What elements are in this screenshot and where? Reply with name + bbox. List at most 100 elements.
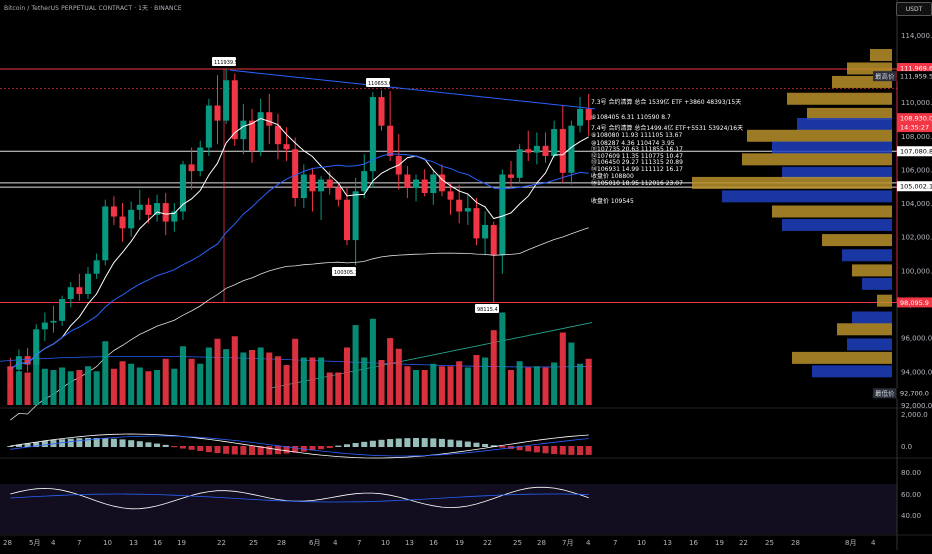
- price-axis-label: 102,000.0: [901, 234, 932, 242]
- macd-bar: [387, 439, 394, 447]
- macd-bar: [188, 446, 195, 450]
- macd-bar: [542, 446, 549, 454]
- volume-bar: [300, 357, 307, 405]
- candle-body: [482, 224, 489, 239]
- price-tag-bg: [897, 122, 932, 133]
- price-tag-text: 111,959.5: [900, 73, 932, 81]
- volume-bar: [188, 358, 195, 405]
- candle-body: [128, 209, 135, 229]
- price-tag: 108,930.0: [897, 113, 932, 124]
- macd-bar: [516, 446, 523, 451]
- candle-body: [119, 216, 126, 229]
- macd-bar: [59, 439, 66, 447]
- volume-bar: [84, 366, 92, 405]
- volume-bar: [525, 367, 532, 405]
- time-axis-label: 28: [277, 539, 286, 547]
- currency-button[interactable]: USDT: [896, 2, 932, 16]
- price-axis-label: 108,000.0: [901, 133, 932, 141]
- volume-profile-bar: [792, 351, 892, 364]
- time-axis-label: 25: [513, 539, 522, 547]
- price-tag-label-bg: [873, 388, 896, 399]
- macd-bar: [145, 442, 152, 447]
- macd-bar: [102, 438, 109, 447]
- macd-bar: [326, 446, 333, 448]
- macd-bar: [292, 446, 299, 453]
- volume-profile-bar: [812, 365, 892, 378]
- price-tag-label-bg: [873, 71, 896, 82]
- candle-body: [188, 164, 195, 172]
- price-tag-bg: [897, 181, 932, 192]
- macd-bar: [205, 446, 212, 453]
- macd-bar: [171, 446, 178, 448]
- volume-bar: [309, 357, 316, 405]
- time-axis-label: 16: [153, 539, 162, 547]
- candle-body: [438, 174, 445, 192]
- candle-body: [223, 80, 230, 121]
- macd-line: [10, 433, 589, 459]
- macd-bar: [482, 443, 489, 447]
- macd-bar: [369, 440, 376, 447]
- macd-bar: [24, 443, 31, 447]
- volume-bar: [413, 370, 420, 405]
- macd-signal-line: [10, 435, 589, 457]
- price-tag-text: 111,969.6: [900, 64, 932, 72]
- annotation-text: 7.4号 合约清算 总合1499.4亿 ETF+5531 53924/16天: [591, 124, 743, 132]
- candle-body: [171, 211, 178, 222]
- volume-profile-bar: [722, 190, 892, 203]
- candle-body: [266, 112, 273, 126]
- candle-body: [93, 260, 100, 274]
- macd-bar: [395, 438, 402, 447]
- volume-profile-bar: [852, 264, 892, 277]
- volume-bar: [464, 367, 471, 405]
- rsi-axis-label: 80.00: [901, 469, 921, 477]
- volume-bar: [110, 368, 117, 405]
- time-axis-label: 10: [381, 539, 390, 547]
- macd-bar: [41, 441, 48, 447]
- volume-bar: [318, 357, 325, 405]
- candle-body: [67, 287, 74, 299]
- volume-bar: [266, 352, 273, 405]
- price-axis-label: 96,000.0: [901, 335, 932, 343]
- macd-bar: [430, 438, 437, 447]
- volume-bar: [343, 347, 350, 405]
- price-tag: 111,959.5 最高价: [873, 71, 932, 82]
- candle-body: [352, 191, 359, 241]
- volume-bar: [490, 330, 497, 405]
- volume-bar: [59, 367, 66, 405]
- price-axis-label: 110,000.0: [901, 99, 932, 107]
- candle-body: [533, 145, 540, 153]
- candle-body: [430, 174, 437, 193]
- volume-profile-bar: [807, 107, 892, 120]
- volume-profile-bar: [772, 205, 892, 218]
- candle-body: [309, 174, 316, 192]
- volume-bar: [335, 372, 342, 405]
- time-axis-label: 10: [637, 539, 646, 547]
- candle-body: [568, 125, 575, 173]
- time-axis-label: 13: [405, 539, 414, 547]
- candle-body: [326, 179, 333, 188]
- volume-bar: [585, 358, 592, 405]
- macd-bar: [577, 446, 584, 455]
- volume-profile-bar: [847, 338, 892, 351]
- candle-body: [50, 320, 57, 323]
- macd-bar: [119, 439, 126, 447]
- volume-bar: [119, 361, 126, 405]
- volume-bar: [404, 366, 411, 405]
- candle-body: [24, 356, 31, 365]
- macd-bar: [266, 446, 273, 455]
- annotation-text: 收盘价 109545: [591, 197, 634, 205]
- macd-bar: [309, 446, 316, 451]
- candle-body: [110, 206, 117, 217]
- candle-body: [499, 174, 506, 256]
- volume-bar: [162, 358, 169, 405]
- time-axis-label: 25: [249, 539, 258, 547]
- volume-bar: [179, 346, 186, 405]
- macd-bar: [533, 446, 540, 453]
- candle-body: [542, 145, 549, 156]
- price-tag: 92,700.0 最低价: [873, 388, 932, 399]
- candle-body: [231, 80, 238, 140]
- macd-bar: [568, 446, 575, 455]
- volume-profile-bar: [837, 323, 892, 336]
